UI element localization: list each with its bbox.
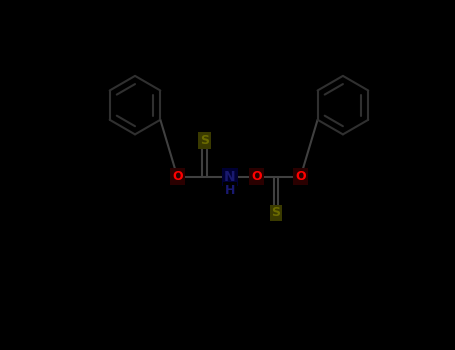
Text: O: O bbox=[172, 170, 182, 183]
Text: S: S bbox=[200, 134, 209, 147]
Text: H: H bbox=[224, 184, 235, 197]
Text: O: O bbox=[251, 170, 262, 183]
Text: N: N bbox=[224, 170, 236, 184]
Text: S: S bbox=[272, 206, 280, 219]
Text: O: O bbox=[295, 170, 306, 183]
